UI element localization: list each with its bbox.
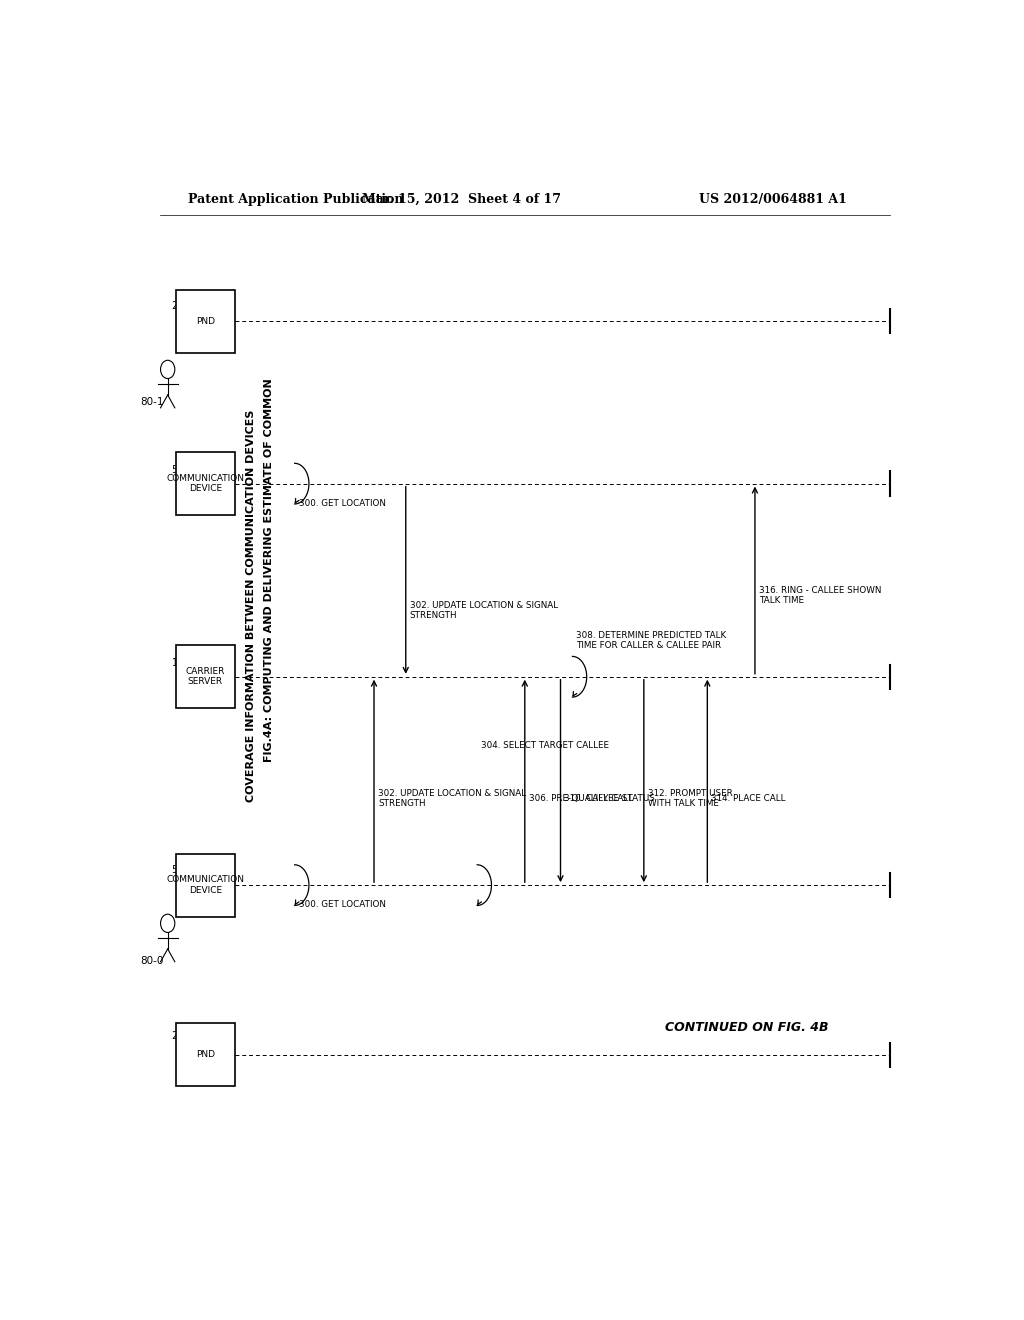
Text: 302. UPDATE LOCATION & SIGNAL
STRENGTH: 302. UPDATE LOCATION & SIGNAL STRENGTH	[378, 789, 526, 808]
Text: 314. PLACE CALL: 314. PLACE CALL	[712, 795, 785, 804]
Bar	[176, 289, 236, 352]
Text: 308. DETERMINE PREDICTED TALK
TIME FOR CALLER & CALLEE PAIR: 308. DETERMINE PREDICTED TALK TIME FOR C…	[577, 631, 727, 651]
Bar	[176, 1023, 236, 1086]
Bar	[176, 645, 236, 709]
Text: 50-1: 50-1	[172, 465, 194, 474]
Text: 306. PRE-QUALIFY CALL: 306. PRE-QUALIFY CALL	[528, 795, 633, 804]
Text: 80-1: 80-1	[140, 397, 164, 408]
Text: PND: PND	[196, 317, 215, 326]
Text: 10: 10	[172, 657, 184, 668]
Text: Patent Application Publication: Patent Application Publication	[187, 193, 403, 206]
Text: 20 - 0: 20 - 0	[172, 1031, 200, 1040]
Text: CARRIER
SERVER: CARRIER SERVER	[185, 667, 225, 686]
Text: 50 - 0: 50 - 0	[172, 865, 200, 875]
Text: 304. SELECT TARGET CALLEE: 304. SELECT TARGET CALLEE	[481, 741, 609, 750]
Text: 300. GET LOCATION: 300. GET LOCATION	[299, 499, 385, 508]
Text: Mar. 15, 2012  Sheet 4 of 17: Mar. 15, 2012 Sheet 4 of 17	[361, 193, 561, 206]
Bar	[176, 453, 236, 515]
Text: US 2012/0064881 A1: US 2012/0064881 A1	[699, 193, 847, 206]
Text: 316. RING - CALLEE SHOWN
TALK TIME: 316. RING - CALLEE SHOWN TALK TIME	[759, 586, 882, 605]
Text: 302. UPDATE LOCATION & SIGNAL
STRENGTH: 302. UPDATE LOCATION & SIGNAL STRENGTH	[410, 601, 558, 620]
Bar	[176, 854, 236, 916]
Text: FIG.4A: COMPUTING AND DELIVERING ESTIMATE OF COMMON: FIG.4A: COMPUTING AND DELIVERING ESTIMAT…	[264, 378, 274, 762]
Text: COVERAGE INFORMATION BETWEEN COMMUNICATION DEVICES: COVERAGE INFORMATION BETWEEN COMMUNICATI…	[246, 409, 256, 801]
Text: 80-0: 80-0	[140, 957, 164, 966]
Text: 20 - 1: 20 - 1	[172, 301, 200, 312]
Text: COMMUNICATION
DEVICE: COMMUNICATION DEVICE	[166, 875, 245, 895]
Text: 300. GET LOCATION: 300. GET LOCATION	[299, 900, 385, 909]
Text: 310. CALLEE STATUS: 310. CALLEE STATUS	[564, 795, 655, 804]
Text: CONTINUED ON FIG. 4B: CONTINUED ON FIG. 4B	[666, 1020, 828, 1034]
Text: PND: PND	[196, 1051, 215, 1060]
Text: 312. PROMPT USER
WITH TALK TIME: 312. PROMPT USER WITH TALK TIME	[648, 789, 732, 808]
Text: COMMUNICATION
DEVICE: COMMUNICATION DEVICE	[166, 474, 245, 494]
